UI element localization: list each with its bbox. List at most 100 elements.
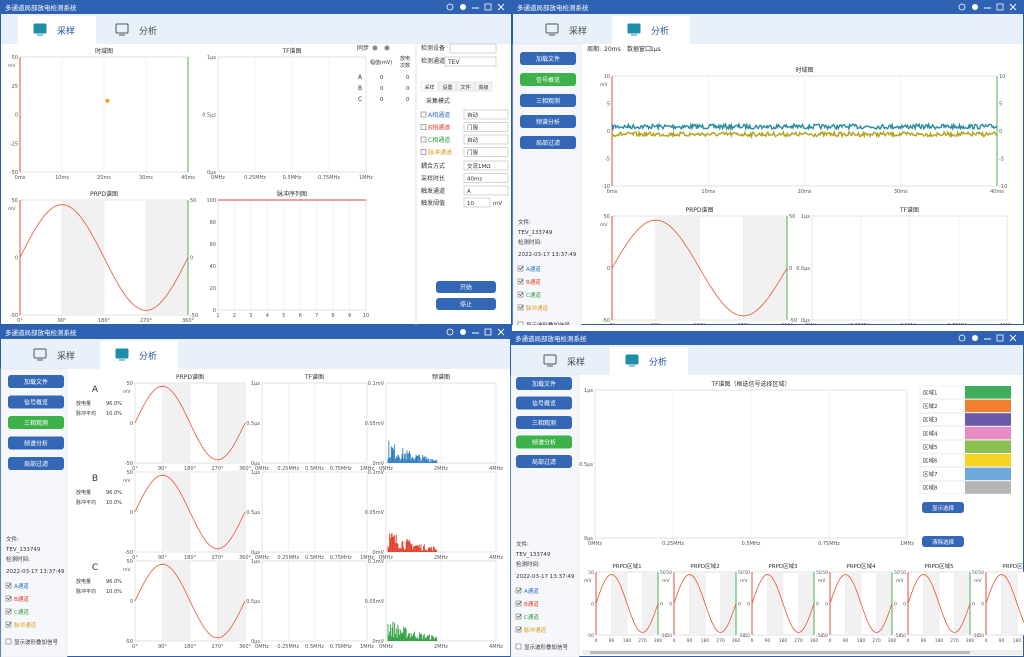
info-icon[interactable] — [958, 334, 966, 342]
dropdown[interactable] — [444, 56, 497, 67]
region-row[interactable] — [919, 399, 965, 413]
dropdown[interactable] — [463, 134, 509, 145]
channel-label: 脉冲通道 — [526, 304, 549, 312]
checkbox[interactable] — [517, 265, 524, 272]
tab[interactable] — [528, 347, 606, 375]
region-row[interactable] — [919, 440, 965, 454]
action-button[interactable] — [922, 536, 964, 547]
region-row[interactable] — [919, 385, 965, 399]
close-icon[interactable] — [497, 3, 505, 11]
subtab[interactable] — [438, 81, 457, 92]
action-button[interactable] — [436, 281, 496, 293]
checkbox[interactable] — [5, 621, 12, 628]
action-button[interactable] — [922, 502, 964, 513]
dropdown[interactable] — [463, 122, 509, 132]
settings-icon[interactable] — [972, 4, 978, 10]
amp-value: 0 — [380, 75, 384, 81]
setting-label: 采样时长 — [421, 175, 445, 183]
x-tick-label: 0.5MHz — [305, 555, 324, 561]
settings-icon[interactable] — [972, 335, 978, 341]
checkbox[interactable] — [517, 321, 524, 327]
nav-button[interactable] — [516, 377, 572, 390]
nav-button[interactable] — [520, 136, 576, 149]
tab[interactable] — [18, 16, 96, 44]
checkbox[interactable] — [515, 626, 522, 633]
chart-title: PRPD谱图 — [90, 190, 118, 198]
checkbox[interactable] — [517, 304, 524, 311]
chart-title: TF谱图 — [899, 206, 919, 214]
nav-button[interactable] — [520, 115, 576, 128]
dropdown[interactable] — [463, 147, 509, 157]
scroll-thumb[interactable] — [590, 651, 970, 654]
dropdown[interactable] — [449, 43, 497, 54]
checkbox[interactable] — [420, 111, 427, 118]
tab[interactable] — [612, 16, 690, 44]
section-label: 采集模式 — [426, 97, 450, 105]
tab[interactable] — [530, 16, 608, 44]
checkbox[interactable] — [5, 608, 12, 615]
nav-button[interactable] — [8, 457, 64, 470]
nav-button[interactable] — [516, 416, 572, 429]
nav-button[interactable] — [520, 94, 576, 107]
action-button-label: 开始 — [460, 284, 472, 292]
region-row[interactable] — [919, 413, 965, 427]
info-icon[interactable] — [958, 3, 966, 11]
subtab[interactable] — [456, 81, 475, 92]
tab[interactable] — [100, 16, 178, 44]
dropdown[interactable] — [463, 160, 509, 171]
close-icon[interactable] — [1009, 3, 1017, 11]
region-row[interactable] — [919, 481, 965, 495]
settings-icon[interactable] — [460, 329, 466, 335]
subtab[interactable] — [420, 81, 439, 92]
tab[interactable] — [100, 341, 178, 369]
nav-button[interactable] — [516, 396, 572, 410]
nav-button[interactable] — [8, 436, 64, 450]
action-button[interactable] — [436, 298, 496, 310]
nav-button[interactable] — [8, 416, 64, 429]
region-row[interactable] — [919, 467, 965, 481]
maximize-icon[interactable] — [996, 3, 1004, 11]
checkbox[interactable] — [5, 582, 12, 589]
nav-button[interactable] — [520, 73, 576, 86]
input[interactable] — [463, 197, 491, 208]
info-icon[interactable] — [446, 3, 454, 11]
tab-label: 分析 — [139, 350, 157, 362]
subtab[interactable] — [474, 81, 493, 92]
close-icon[interactable] — [1009, 334, 1017, 342]
maximize-icon[interactable] — [484, 328, 492, 336]
nav-button[interactable] — [516, 455, 572, 468]
nav-button[interactable] — [8, 395, 64, 409]
checkbox[interactable] — [517, 278, 524, 285]
dropdown[interactable] — [463, 109, 509, 120]
checkbox[interactable] — [5, 638, 12, 645]
dropdown[interactable] — [463, 173, 509, 183]
nav-button-label: 加载文件 — [532, 380, 556, 388]
x-tick-label: 270° — [211, 555, 224, 561]
checkbox[interactable] — [515, 643, 522, 650]
close-icon[interactable] — [497, 328, 505, 336]
nav-button[interactable] — [520, 52, 576, 65]
checkbox[interactable] — [515, 613, 522, 620]
checkbox[interactable] — [515, 587, 522, 594]
window-title: 多通道局部放电检测系统 — [515, 334, 587, 343]
x-tick-label: 360 — [732, 638, 741, 644]
settings-icon[interactable] — [460, 4, 466, 10]
checkbox[interactable] — [515, 600, 522, 607]
nav-button[interactable] — [516, 435, 572, 449]
checkbox[interactable] — [420, 149, 427, 155]
maximize-icon[interactable] — [996, 334, 1004, 342]
tab[interactable] — [18, 341, 96, 369]
maximize-icon[interactable] — [484, 3, 492, 11]
region-swatch — [965, 413, 1011, 426]
info-icon[interactable] — [446, 328, 454, 336]
region-row[interactable] — [919, 426, 965, 440]
x-tick-label: 0.5MHz — [305, 644, 324, 650]
checkbox[interactable] — [420, 136, 427, 143]
checkbox[interactable] — [517, 291, 524, 298]
checkbox[interactable] — [5, 595, 12, 602]
checkbox[interactable] — [420, 124, 427, 130]
dropdown[interactable] — [463, 185, 509, 196]
tab[interactable] — [610, 347, 688, 375]
nav-button[interactable] — [8, 375, 64, 388]
region-row[interactable] — [919, 453, 965, 467]
